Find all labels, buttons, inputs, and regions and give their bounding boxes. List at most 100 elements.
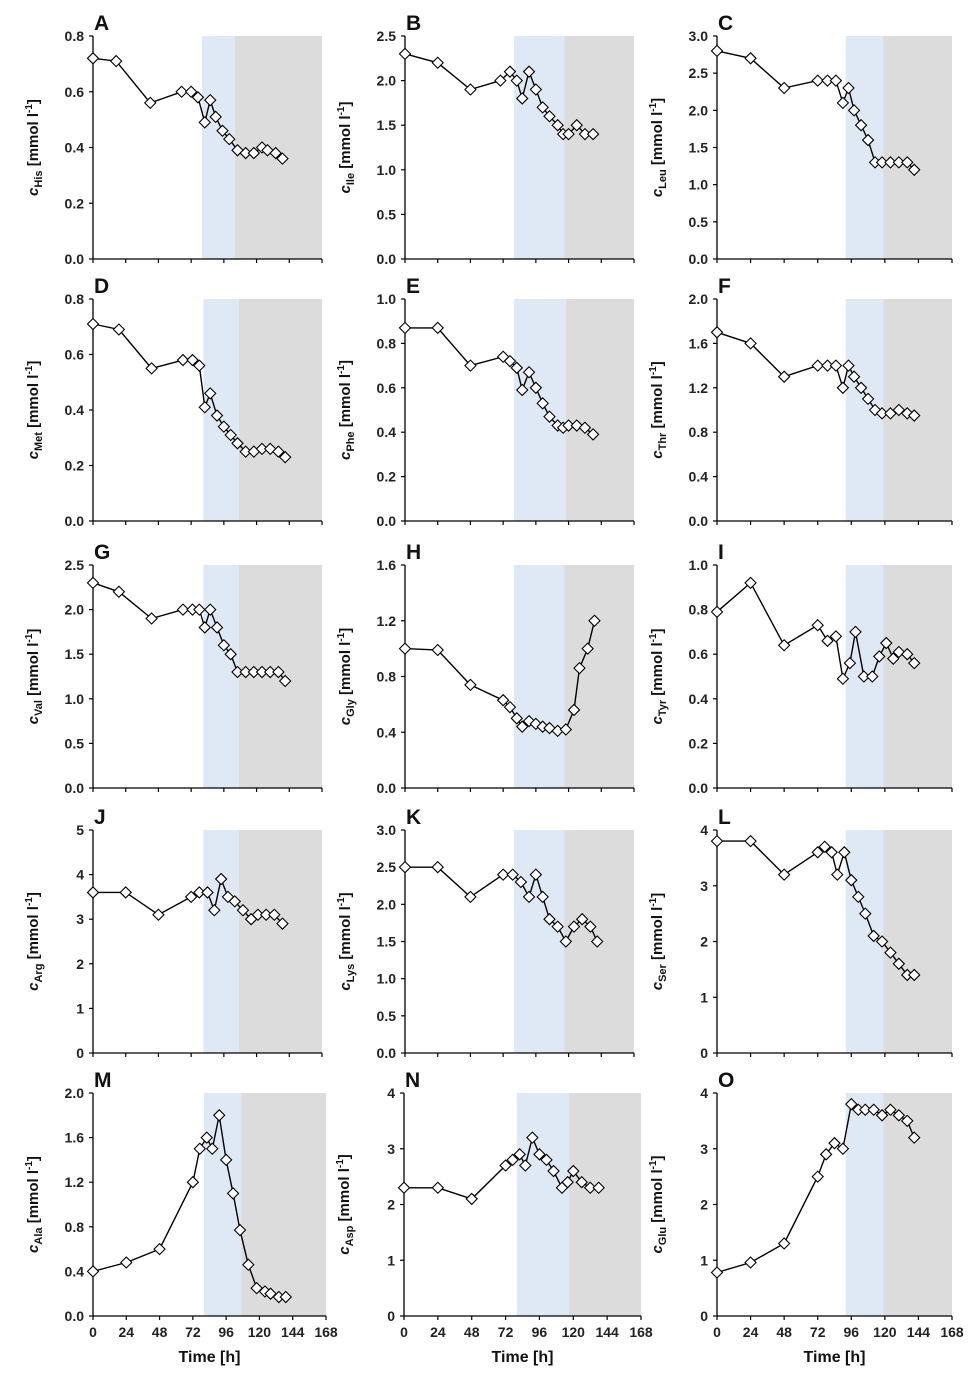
data-point <box>861 392 875 406</box>
data-point <box>886 652 900 665</box>
data-point <box>710 1266 724 1279</box>
y-tick-label: 0.8 <box>65 28 85 44</box>
data-point <box>496 693 510 707</box>
data-point <box>86 886 100 899</box>
data-point <box>836 672 850 686</box>
data-point <box>86 52 100 65</box>
data-point <box>828 1136 841 1150</box>
data-point <box>854 118 868 132</box>
data-point <box>203 387 217 400</box>
data-point <box>231 437 244 450</box>
y-tick-label: 1.6 <box>65 1130 85 1146</box>
phase-region-blue <box>203 565 239 788</box>
data-point <box>251 908 265 922</box>
data-point <box>510 74 524 87</box>
y-axis-title: cPhe [mmol l-1] <box>336 360 357 460</box>
y-tick-label: 0.2 <box>65 195 85 211</box>
data-point <box>567 920 581 933</box>
data-point <box>529 83 543 96</box>
data-point <box>567 1164 580 1178</box>
y-tick-label: 0.6 <box>377 380 397 396</box>
data-point <box>216 124 229 138</box>
x-tick-label: 168 <box>940 1324 964 1340</box>
data-point <box>543 110 556 123</box>
y-tick-label: 3 <box>700 878 708 894</box>
y-tick-label: 0.6 <box>65 347 85 363</box>
phase-region-blue <box>202 36 235 259</box>
y-tick-label: 2 <box>387 1197 395 1213</box>
data-point <box>119 886 132 899</box>
data-point <box>112 585 126 599</box>
data-point <box>825 846 838 859</box>
data-point <box>228 895 242 908</box>
data-point <box>879 636 893 650</box>
data-point <box>562 127 575 141</box>
data-point <box>821 634 834 648</box>
phase-region-grey <box>883 830 952 1053</box>
data-point <box>907 1131 921 1144</box>
x-tick-label: 0 <box>400 1324 408 1340</box>
panel-label-n: N <box>405 1069 420 1092</box>
data-point <box>710 44 724 58</box>
data-point <box>590 935 604 948</box>
data-point <box>559 723 573 736</box>
data-point <box>515 383 529 397</box>
y-tick-label: 0 <box>700 1045 708 1061</box>
data-point <box>217 639 231 652</box>
data-point <box>278 450 292 464</box>
y-tick-label: 1.0 <box>377 162 397 178</box>
data-point <box>529 868 543 881</box>
data-point <box>543 912 556 926</box>
data-point <box>198 116 212 129</box>
y-tick-label: 2.0 <box>65 1085 85 1101</box>
data-point <box>86 317 100 331</box>
data-point <box>184 85 198 99</box>
data-point <box>272 445 285 458</box>
y-tick-label: 0.5 <box>377 206 397 222</box>
x-axis-title: Time [h] <box>804 1349 866 1366</box>
y-axis-title: cGly [mmol l-1] <box>336 628 357 726</box>
y-tick-label: 0.0 <box>377 1045 397 1061</box>
y-tick-label: 0 <box>76 1045 84 1061</box>
data-point <box>153 1242 166 1256</box>
data-point <box>239 146 252 160</box>
y-tick-label: 3 <box>700 1141 708 1157</box>
data-point <box>175 85 188 99</box>
data-point <box>231 665 244 679</box>
y-tick-label: 0 <box>700 1308 708 1324</box>
y-tick-label: 1 <box>387 1252 395 1268</box>
data-point <box>398 642 412 655</box>
y-tick-label: 2 <box>76 956 84 972</box>
data-point <box>907 163 921 177</box>
y-tick-label: 0.5 <box>65 735 85 751</box>
data-point <box>255 442 269 456</box>
data-point <box>578 127 592 141</box>
y-tick-label: 0.0 <box>377 513 397 529</box>
y-tick-label: 2 <box>700 1197 708 1213</box>
data-point <box>845 1097 858 1111</box>
x-tick-label: 96 <box>532 1324 548 1340</box>
data-point <box>278 674 292 688</box>
data-point <box>907 968 921 982</box>
y-tick-label: 0.8 <box>689 424 709 440</box>
data-point <box>263 665 277 679</box>
data-point <box>836 96 850 110</box>
x-axis-title: Time [h] <box>179 1349 241 1366</box>
data-point <box>212 1109 226 1122</box>
data-point <box>540 1153 553 1167</box>
data-point <box>843 656 857 670</box>
data-point <box>510 361 524 375</box>
data-point <box>884 1103 897 1117</box>
y-tick-label: 1.0 <box>689 557 709 573</box>
data-point <box>224 428 237 442</box>
y-tick-label: 0.0 <box>689 251 709 267</box>
data-point <box>506 868 519 881</box>
y-tick-label: 0.0 <box>689 780 709 796</box>
data-point <box>209 110 222 124</box>
y-tick-label: 1.0 <box>377 291 397 307</box>
data-point <box>191 91 205 104</box>
